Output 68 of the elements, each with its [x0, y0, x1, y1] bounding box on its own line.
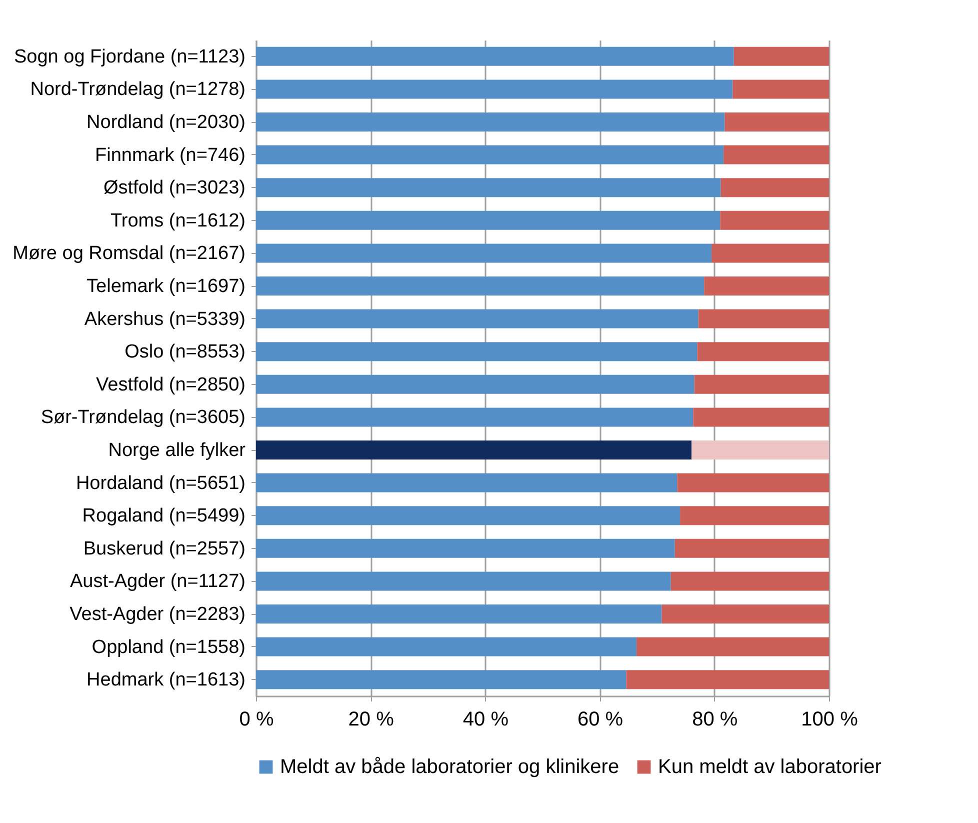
- bar: [256, 46, 734, 66]
- bar: [626, 670, 829, 690]
- bar: [712, 244, 829, 263]
- bar: [256, 670, 626, 690]
- y-tick-label: Sogn og Fjordane (n=1123): [14, 46, 246, 68]
- bar: [256, 342, 698, 362]
- bar: [680, 506, 829, 526]
- bar: [670, 572, 829, 591]
- bar: [674, 538, 829, 558]
- bar: [256, 506, 680, 526]
- y-tick-label: Rogaland (n=5499): [82, 506, 246, 527]
- y-tick-label: Vestfold (n=2850): [96, 374, 246, 396]
- bar: [256, 210, 720, 230]
- y-tick-label: Sør-Trøndelag (n=3605): [40, 407, 246, 428]
- bar: [256, 538, 675, 558]
- bar: [256, 145, 724, 164]
- bar: [256, 604, 662, 624]
- y-tick-label: Norge alle fylker: [108, 440, 246, 461]
- legend-label: Kun meldt av laboratorier: [658, 756, 882, 778]
- bar: [691, 440, 829, 460]
- bar: [677, 473, 829, 492]
- bar: [256, 178, 721, 198]
- y-tick-label: Hordaland (n=5651): [76, 472, 246, 494]
- y-tick-label: Telemark (n=1697): [86, 276, 246, 297]
- y-tick-label: Finnmark (n=746): [95, 144, 246, 166]
- bar: [256, 408, 694, 427]
- x-tick-label: 100 %: [801, 708, 858, 730]
- y-tick-label: Troms (n=1612): [110, 210, 246, 232]
- x-tick-label: 80 %: [692, 708, 738, 730]
- x-tick-label: 20 %: [348, 708, 394, 730]
- bar: [256, 637, 636, 656]
- y-tick-label: Akershus (n=5339): [84, 308, 246, 330]
- bar: [256, 80, 733, 99]
- bar: [704, 276, 829, 296]
- bar: [694, 374, 829, 394]
- bar: [636, 637, 829, 656]
- bar: [697, 342, 829, 362]
- x-tick-label: 40 %: [462, 708, 509, 730]
- y-tick-label: Buskerud (n=2557): [83, 538, 246, 560]
- x-tick-label: 0 %: [239, 708, 274, 730]
- bar: [724, 112, 829, 132]
- legend-label: Meldt av både laboratorier og klinikere: [280, 756, 620, 778]
- bar: [256, 244, 712, 263]
- y-tick-label: Nord-Trøndelag (n=1278): [30, 79, 246, 100]
- bar: [256, 440, 692, 460]
- bar: [732, 80, 829, 99]
- bar: [734, 46, 829, 66]
- bar: [720, 178, 829, 198]
- bar: [662, 604, 829, 624]
- bar: [256, 473, 678, 492]
- bar: [256, 309, 698, 328]
- bar: [256, 572, 671, 591]
- bar: [724, 145, 829, 164]
- bar: [256, 374, 694, 394]
- y-tick-label: Oslo (n=8553): [124, 342, 246, 363]
- x-tick-label: 60 %: [578, 708, 624, 730]
- bar: [720, 210, 829, 230]
- y-tick-label: Vest-Agder (n=2283): [70, 604, 246, 625]
- bar: [256, 112, 725, 132]
- y-tick-label: Nordland (n=2030): [86, 112, 246, 133]
- y-tick-label: Østfold (n=3023): [103, 178, 246, 199]
- y-tick-label: Oppland (n=1558): [92, 636, 246, 658]
- y-tick-label: Møre og Romsdal (n=2167): [12, 243, 246, 264]
- bar: [698, 309, 829, 328]
- bar: [693, 408, 829, 427]
- y-tick-label: Hedmark (n=1613): [86, 670, 246, 691]
- bar: [256, 276, 704, 296]
- y-tick-label: Aust-Agder (n=1127): [70, 571, 246, 592]
